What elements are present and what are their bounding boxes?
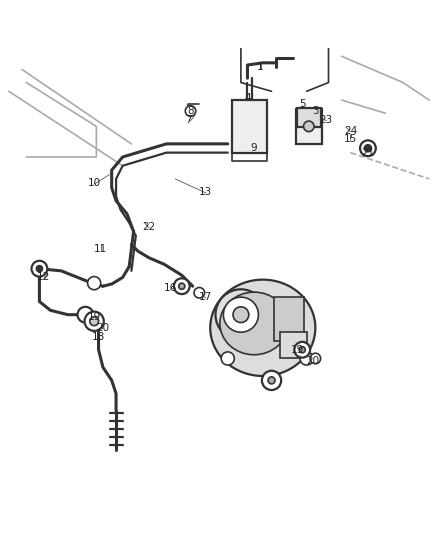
Bar	[296, 109, 322, 144]
Ellipse shape	[210, 280, 315, 376]
Text: 1: 1	[257, 62, 264, 72]
Text: 19: 19	[291, 345, 304, 355]
Text: 22: 22	[142, 222, 155, 232]
Circle shape	[32, 261, 47, 277]
Circle shape	[268, 377, 275, 384]
Circle shape	[300, 352, 313, 365]
Text: 16: 16	[164, 284, 177, 293]
Circle shape	[310, 353, 321, 364]
Text: 11: 11	[94, 244, 107, 254]
Text: 15: 15	[344, 134, 357, 144]
Circle shape	[233, 307, 249, 322]
Text: 17: 17	[199, 292, 212, 302]
Text: 12: 12	[37, 272, 50, 282]
Text: 20: 20	[307, 356, 320, 366]
Text: 19: 19	[88, 312, 101, 322]
Text: 9: 9	[251, 143, 258, 154]
Text: 3: 3	[312, 106, 319, 116]
Circle shape	[364, 145, 371, 152]
Circle shape	[223, 297, 258, 332]
Text: 8: 8	[187, 106, 194, 116]
Text: 21: 21	[361, 148, 374, 158]
Circle shape	[294, 342, 310, 358]
Circle shape	[90, 317, 99, 326]
Text: 7: 7	[185, 115, 192, 125]
Text: 18: 18	[92, 332, 105, 342]
Circle shape	[185, 106, 196, 116]
Text: 10: 10	[88, 178, 101, 188]
Bar	[280, 332, 307, 359]
Circle shape	[304, 121, 314, 132]
Circle shape	[215, 289, 266, 340]
Circle shape	[299, 346, 305, 353]
Text: 23: 23	[320, 115, 333, 125]
Circle shape	[360, 140, 376, 156]
Text: 20: 20	[96, 323, 110, 333]
Ellipse shape	[220, 292, 288, 355]
Circle shape	[88, 277, 101, 290]
Text: 13: 13	[199, 187, 212, 197]
Text: 24: 24	[344, 126, 357, 136]
Text: 4: 4	[244, 93, 251, 103]
Circle shape	[78, 307, 93, 322]
Text: 5: 5	[299, 100, 306, 109]
Circle shape	[262, 371, 281, 390]
Circle shape	[194, 287, 205, 298]
Circle shape	[85, 312, 104, 331]
Circle shape	[179, 283, 185, 289]
Circle shape	[174, 278, 190, 294]
Bar	[274, 297, 304, 341]
Circle shape	[221, 352, 234, 365]
Bar	[297, 108, 321, 127]
Circle shape	[36, 265, 42, 272]
Bar	[232, 100, 267, 152]
